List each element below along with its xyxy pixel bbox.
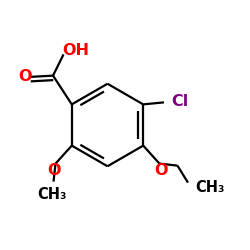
Text: CH₃: CH₃ — [37, 187, 66, 202]
Text: OH: OH — [62, 43, 89, 58]
Text: Cl: Cl — [172, 94, 189, 110]
Text: O: O — [48, 163, 61, 178]
Text: CH₃: CH₃ — [195, 180, 224, 195]
Text: O: O — [18, 69, 32, 84]
Text: O: O — [154, 163, 168, 178]
